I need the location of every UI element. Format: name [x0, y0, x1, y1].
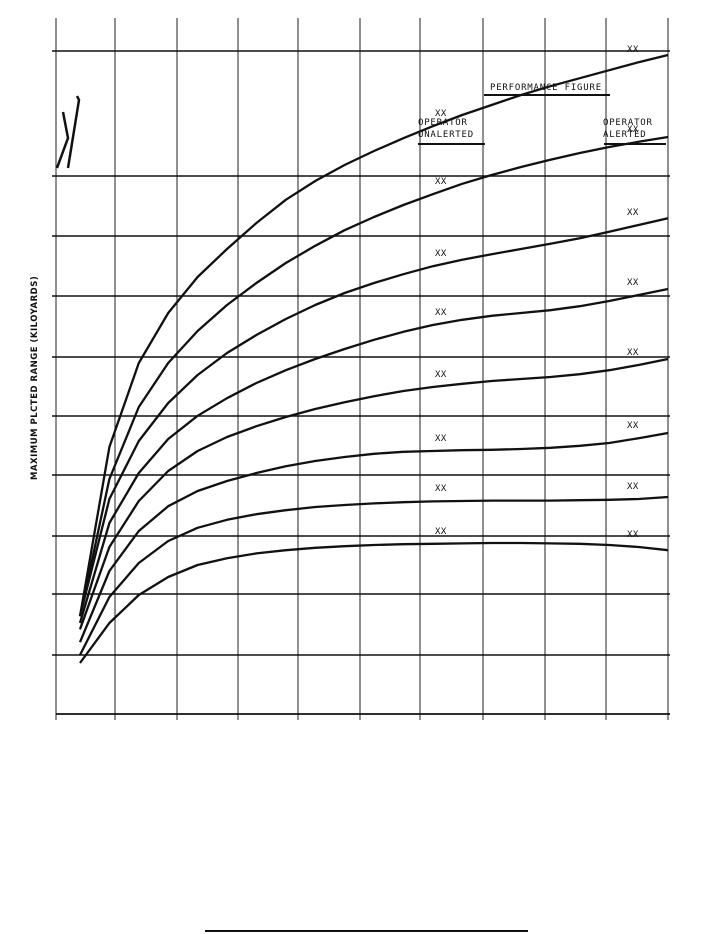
xx-marker-unalerted-4: XX — [435, 370, 447, 380]
xx-marker-alerted-6: XX — [627, 482, 639, 492]
performance-curve-2 — [78, 217, 669, 617]
xx-marker-alerted-1: XX — [627, 125, 639, 135]
break-stroke-2 — [66, 95, 81, 169]
performance-curve-4 — [78, 357, 669, 630]
xx-marker-alerted-3: XX — [627, 278, 639, 288]
xx-marker-unalerted-0: XX — [435, 109, 447, 119]
vertical-gridlines — [55, 18, 669, 720]
xx-marker-alerted-5: XX — [627, 421, 639, 431]
xx-marker-unalerted-1: XX — [435, 177, 447, 187]
performance-figure-title: PERFORMANCE FIGURE — [490, 83, 602, 93]
xx-marker-alerted-2: XX — [627, 208, 639, 218]
performance-curve-5 — [78, 431, 669, 643]
xx-marker-alerted-7: XX — [627, 530, 639, 540]
xx-marker-unalerted-2: XX — [435, 249, 447, 259]
alerted-label-line2: ALERTED — [603, 130, 647, 140]
break-stroke-1 — [55, 111, 70, 169]
axis-break-mark — [55, 95, 81, 169]
performance-curve-3 — [78, 287, 669, 624]
xx-marker-unalerted-7: XX — [435, 527, 447, 537]
performance-curves — [78, 53, 669, 664]
performance-curve-6 — [78, 495, 669, 656]
alerted-label-line1: OPERATOR — [603, 118, 653, 128]
xx-marker-unalerted-5: XX — [435, 434, 447, 444]
bottom-rule — [205, 930, 528, 932]
xx-marker-unalerted-3: XX — [435, 308, 447, 318]
horizontal-gridlines — [52, 50, 670, 715]
xx-marker-alerted-4: XX — [627, 348, 639, 358]
unalerted-label-line2: UNALERTED — [418, 130, 474, 140]
performance-curve-7 — [79, 541, 669, 664]
performance-curve-1 — [78, 135, 669, 617]
xx-marker-alerted-0: XX — [627, 45, 639, 55]
unalerted-label-line1: OPERATOR — [418, 118, 468, 128]
y-axis-label: MAXIMUM PLCTED RANGE (KILOYARDS) — [30, 275, 40, 480]
header-rules — [418, 94, 666, 145]
xx-marker-unalerted-6: XX — [435, 484, 447, 494]
performance-curve-0 — [78, 53, 669, 617]
